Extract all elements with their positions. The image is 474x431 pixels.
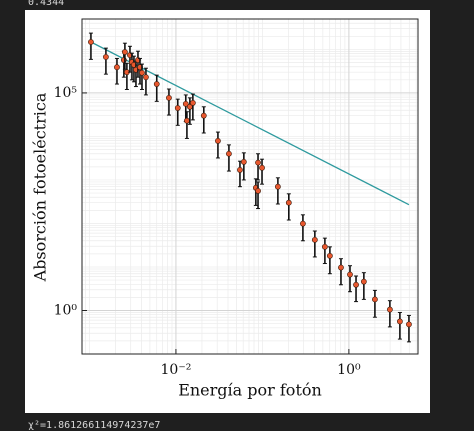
data-point — [174, 105, 181, 111]
data-point — [255, 159, 261, 166]
data-point — [240, 158, 247, 165]
header-output: 0.4344 — [28, 0, 64, 8]
data-point — [259, 164, 265, 171]
data-point — [114, 64, 120, 71]
data-point — [166, 94, 172, 101]
x-axis-label: Energía por fotón — [178, 381, 322, 400]
data-point — [396, 318, 403, 325]
data-point — [153, 81, 160, 87]
data-point — [143, 74, 149, 81]
x-tick-label: 10⁻² — [161, 362, 192, 378]
y-axis-label: Absorción fotoeléctrica — [31, 92, 50, 282]
data-point — [184, 117, 190, 124]
data-point — [347, 271, 353, 278]
data-point — [360, 278, 367, 285]
data-point — [255, 188, 261, 194]
data-point — [386, 306, 393, 313]
data-point — [200, 112, 207, 119]
data-point — [311, 236, 318, 243]
data-point — [139, 69, 145, 76]
data-point — [226, 150, 232, 157]
data-point — [237, 167, 243, 173]
footer-output: χ²=1.861266114974237e7 — [28, 420, 160, 431]
data-point — [300, 220, 306, 227]
figure — [25, 10, 430, 413]
data-point — [215, 137, 221, 144]
data-point — [182, 100, 189, 107]
data-point — [406, 321, 412, 328]
y-tick-label: 10⁵ — [54, 85, 78, 101]
data-point — [372, 296, 378, 303]
data-point — [103, 54, 109, 60]
data-point — [122, 49, 128, 55]
data-point — [338, 264, 344, 271]
data-point — [274, 183, 281, 190]
data-point — [353, 281, 359, 288]
data-point — [189, 99, 196, 106]
data-point — [321, 243, 328, 250]
fit-line — [90, 41, 410, 206]
x-tick-label: 10⁰ — [337, 362, 361, 378]
plot-frame — [81, 18, 419, 355]
data-point — [88, 39, 94, 45]
data-point — [285, 199, 292, 206]
y-tick-label: 10⁰ — [54, 302, 78, 318]
data-point — [326, 252, 333, 259]
